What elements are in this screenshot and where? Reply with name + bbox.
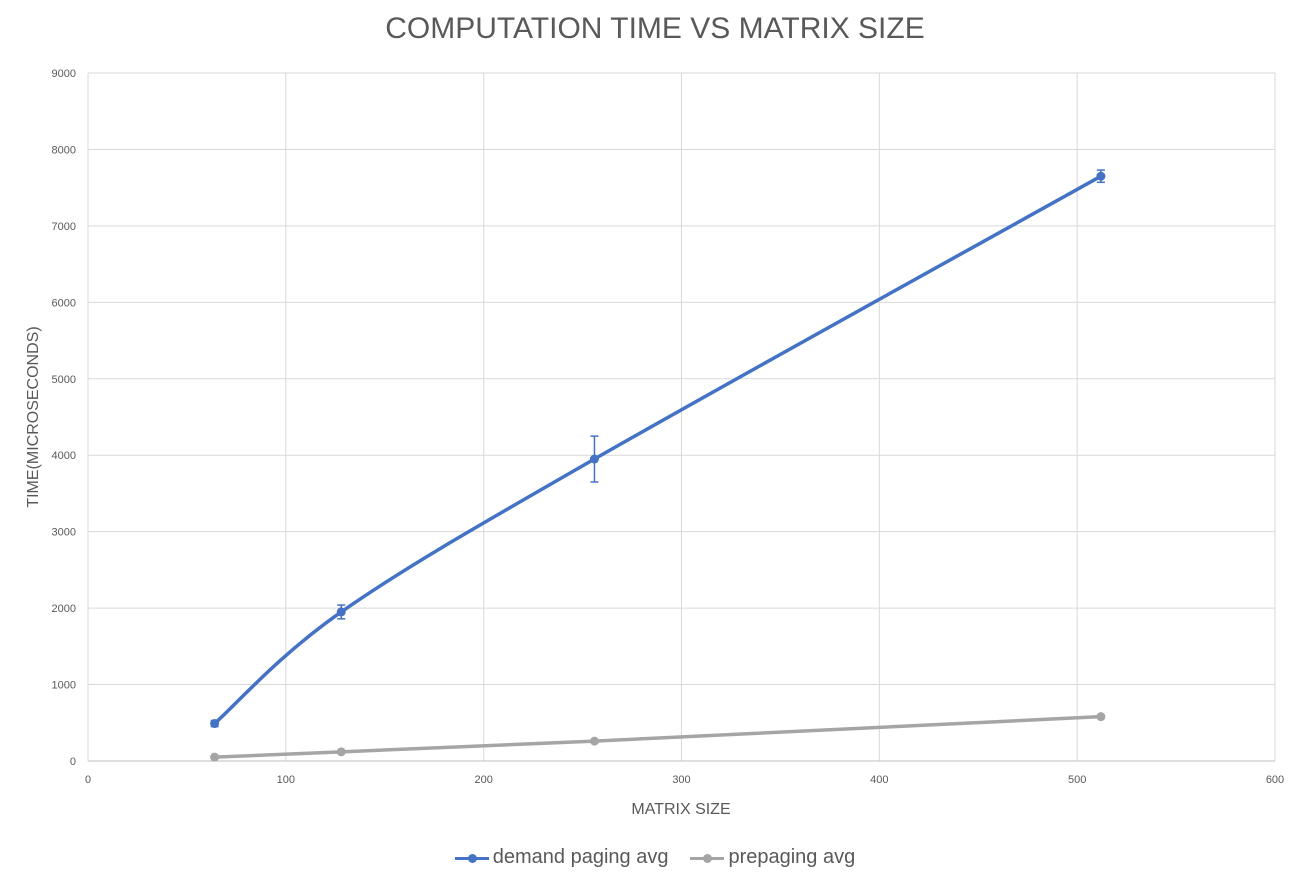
data-point [589,454,599,464]
y-tick-label: 4000 [52,450,76,462]
data-point [210,752,220,762]
y-tick-label: 2000 [52,603,76,615]
data-point [336,747,346,757]
y-axis-title: TIME(MICROSECONDS) [25,326,42,507]
legend-label-demand-paging: demand paging avg [492,846,669,868]
series-line [212,174,1103,726]
data-point [210,719,220,729]
series-line [212,714,1103,759]
y-tick-label: 0 [70,756,76,768]
chart-title: COMPUTATION TIME VS MATRIX SIZE [385,12,925,45]
data-point [336,607,346,617]
x-tick-label: 0 [85,774,91,786]
legend: demand paging avg prepaging avg [0,846,1310,869]
legend-item-demand-paging: demand paging avg [454,846,669,869]
data-point [1096,171,1106,181]
x-tick-label: 600 [1266,774,1284,786]
data-point [589,736,599,746]
legend-swatch-demand-paging [454,848,489,868]
y-tick-label: 7000 [52,221,76,233]
tick-labels: 0 100 200 300 400 500 600010002000300040005000… [52,68,1285,786]
x-axis-title: MATRIX SIZE [631,801,730,818]
x-tick-label: 500 [1068,774,1086,786]
series-demand-paging [210,169,1106,729]
series-prepaging [210,712,1106,762]
x-tick-label: 300 [672,774,690,786]
data-point [1096,712,1106,722]
y-tick-label: 9000 [52,68,76,80]
legend-label-prepaging: prepaging avg [728,846,856,868]
legend-swatch-prepaging [690,848,725,868]
y-tick-label: 5000 [52,374,76,386]
y-tick-label: 8000 [52,144,76,156]
y-tick-label: 1000 [52,680,76,692]
series [210,169,1106,762]
x-tick-label: 100 [277,774,295,786]
y-tick-label: 6000 [52,297,76,309]
x-tick-label: 400 [870,774,888,786]
x-tick-label: 200 [474,774,492,786]
y-tick-label: 3000 [52,527,76,539]
legend-item-prepaging: prepaging avg [690,846,855,869]
grid [87,72,1276,762]
